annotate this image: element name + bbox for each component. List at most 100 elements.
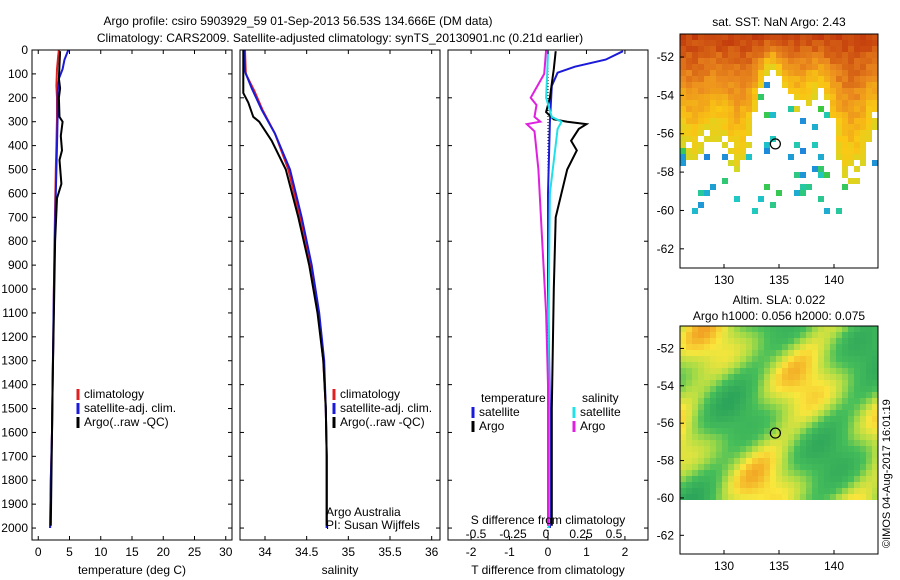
map-cell: [728, 428, 734, 434]
map-cell: [752, 100, 758, 106]
map-cell: [740, 154, 746, 160]
map-cell: [698, 362, 704, 368]
map-cell: [854, 440, 860, 446]
map-cell: [698, 82, 704, 88]
map-cell: [842, 398, 848, 404]
map-cell: [794, 88, 800, 94]
map-cell: [866, 464, 872, 470]
map-cell: [734, 148, 740, 154]
map-cell: [824, 440, 830, 446]
map-cell: [824, 112, 830, 118]
map-cell: [752, 482, 758, 488]
map-cell: [854, 434, 860, 440]
map-cell: [704, 464, 710, 470]
map-cell: [818, 326, 824, 332]
map-cell: [818, 434, 824, 440]
map-cell: [800, 422, 806, 428]
map-cell: [716, 392, 722, 398]
map-cell: [686, 106, 692, 112]
map-cell: [854, 112, 860, 118]
map-cell: [782, 488, 788, 494]
map-cell: [692, 136, 698, 142]
map-cell: [788, 404, 794, 410]
map-cell: [698, 482, 704, 488]
map-cell: [842, 476, 848, 482]
map-cell: [842, 76, 848, 82]
map-cell: [872, 338, 878, 344]
map-cell: [800, 398, 806, 404]
map-cell: [854, 88, 860, 94]
map-cell: [716, 488, 722, 494]
map-cell: [848, 154, 854, 160]
map-cell: [728, 422, 734, 428]
map-cell: [860, 112, 866, 118]
map-cell: [758, 368, 764, 374]
map-cell: [866, 380, 872, 386]
map-cell: [692, 142, 698, 148]
map-cell: [848, 106, 854, 112]
map-cell: [734, 124, 740, 130]
map-cell: [734, 356, 740, 362]
map-cell: [770, 386, 776, 392]
map-cell: [824, 64, 830, 70]
map-cell: [758, 398, 764, 404]
map-cell: [692, 82, 698, 88]
map-cell: [818, 154, 824, 160]
map-cell: [854, 76, 860, 82]
map-cell: [812, 344, 818, 350]
map-cell: [872, 446, 878, 452]
map-cell: [872, 82, 878, 88]
map-cell: [836, 58, 842, 64]
map-cell: [758, 94, 764, 100]
y-tick-label: -52: [657, 341, 675, 355]
map-cell: [710, 100, 716, 106]
map-cell: [824, 374, 830, 380]
map-cell: [848, 488, 854, 494]
map-cell: [716, 476, 722, 482]
map-cell: [842, 386, 848, 392]
map-cell: [854, 422, 860, 428]
map-cell: [800, 58, 806, 64]
map-cell: [830, 464, 836, 470]
map-cell: [830, 94, 836, 100]
map-cell: [848, 112, 854, 118]
map-cell: [716, 434, 722, 440]
map-cell: [842, 488, 848, 494]
map-cell: [746, 458, 752, 464]
map-cell: [842, 344, 848, 350]
map-cell: [854, 100, 860, 106]
map-cell: [824, 326, 830, 332]
map-cell: [686, 434, 692, 440]
map-cell: [752, 386, 758, 392]
map-cell: [824, 356, 830, 362]
x-tick-label: 130: [714, 559, 734, 573]
map-cell: [830, 332, 836, 338]
map-cell: [854, 154, 860, 160]
map-cell: [806, 362, 812, 368]
map-cell: [836, 410, 842, 416]
map-cell: [734, 434, 740, 440]
map-cell: [698, 434, 704, 440]
map-cell: [818, 470, 824, 476]
map-cell: [782, 344, 788, 350]
map-cell: [698, 142, 704, 148]
map-cell: [788, 64, 794, 70]
map-cell: [734, 488, 740, 494]
map-cell: [686, 482, 692, 488]
legend-label: climatology: [340, 387, 400, 401]
map-cell: [746, 52, 752, 58]
map-cell: [836, 112, 842, 118]
map-cell: [872, 476, 878, 482]
map-cell: [872, 374, 878, 380]
map-cell: [728, 94, 734, 100]
map-cell: [854, 392, 860, 398]
map-cell: [872, 410, 878, 416]
map-cell: [806, 100, 812, 106]
map-cell: [842, 446, 848, 452]
map-cell: [770, 410, 776, 416]
map-cell: [752, 380, 758, 386]
map-cell: [818, 356, 824, 362]
map-cell: [788, 392, 794, 398]
map-cell: [686, 368, 692, 374]
map-cell: [824, 34, 830, 40]
